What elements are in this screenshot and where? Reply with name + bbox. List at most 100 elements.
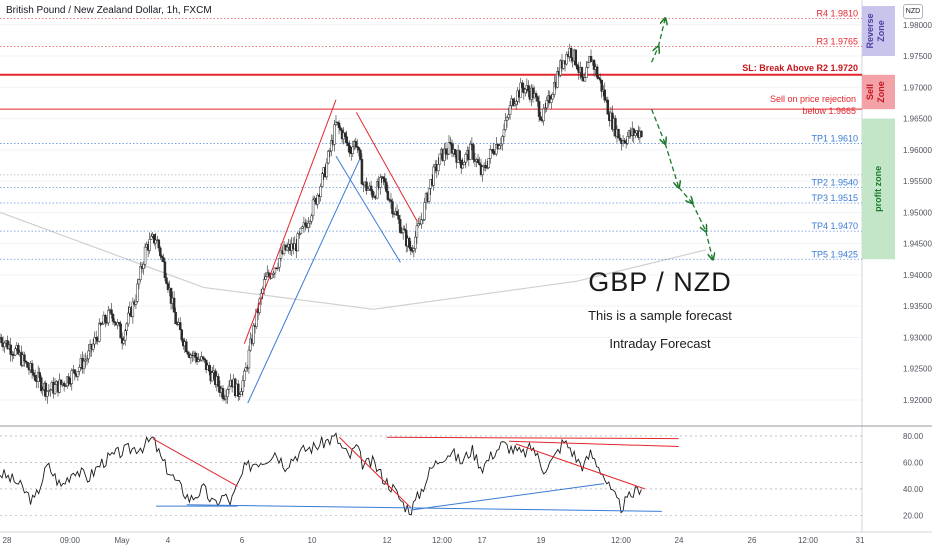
candle-body [531,87,535,99]
candle-body [449,142,452,144]
candle-body [521,82,524,89]
level-label: TP4 1.9470 [811,221,858,231]
candle-body [125,323,129,331]
candle-body [197,359,200,362]
candle-body [47,390,51,392]
candle-body [49,389,52,391]
candle-body [134,301,138,305]
osc-trendline-0 [152,438,238,487]
candle-body [545,100,548,109]
candle-body [301,226,304,229]
candle-body [463,161,466,166]
currency-badge[interactable]: NZD [903,4,923,19]
time-tick-label: 09:00 [60,536,81,545]
candle-body [113,321,116,323]
candle-body [334,121,338,125]
candle-body [632,128,636,136]
candle-body [565,54,568,65]
candle-body [427,188,431,202]
osc-tick-label: 20.00 [903,511,924,520]
sell-label: below 1.9665 [802,106,856,116]
candle-body [562,60,565,69]
candle-body [504,120,507,130]
candle-body [585,67,588,78]
candle-body [437,164,440,172]
candle-body [365,181,368,191]
candle-body [634,132,637,136]
candle-body [375,181,379,199]
candle-body [304,222,307,226]
candle-body [498,145,501,150]
candle-body [382,176,385,179]
candle-body [319,186,322,197]
candle-body [110,309,113,315]
candle-body [122,339,125,344]
time-tick-label: 24 [675,536,684,545]
price-tick-label: 1.94000 [903,271,932,280]
candles [0,43,643,404]
candle-body [395,211,399,216]
candle-body [186,351,190,355]
time-tick-label: 12 [383,536,392,545]
candle-body [270,273,274,279]
price-tick-label: 1.92000 [903,396,932,405]
candle-body [325,162,329,178]
candle-body [453,149,457,155]
candle-body [84,359,87,362]
price-tick-label: 1.96500 [903,115,932,124]
osc-trendline-4 [509,440,679,448]
candle-body [227,385,231,390]
time-tick-label: 19 [537,536,546,545]
candle-body [403,228,406,231]
candle-body [139,265,142,280]
symbol-title: British Pound / New Zealand Dollar, 1h, … [6,5,212,16]
candle-body [58,379,61,393]
candle-body [111,314,115,322]
candle-body [91,343,95,350]
zone-label: Reverse [865,13,875,48]
candle-body [94,337,98,339]
candle-body [143,246,147,265]
candle-body [279,250,283,259]
candle-body [614,118,617,137]
candle-body [333,124,336,145]
candle-body [343,132,347,137]
time-tick-label: 28 [3,536,12,545]
candle-body [595,66,599,78]
candle-body [414,236,417,249]
candle-body [82,360,86,370]
candle-body [169,287,173,304]
level-label: R3 1.9765 [816,37,858,47]
candle-body [469,143,472,160]
candle-body [64,385,67,387]
sell-label: Sell on price rejection [770,94,856,104]
candle-body [238,394,242,397]
candle-body [484,165,487,169]
candle-body [185,341,188,353]
candle-body [98,322,101,342]
candle-body [357,147,361,151]
candle-body [472,144,475,160]
candle-body [623,140,626,143]
candle-body [423,202,426,220]
candle-body [553,82,556,95]
candle-body [44,382,48,397]
candle-body [534,93,538,97]
candle-body [447,142,451,155]
candle-body [598,78,602,81]
level-label: R4 1.9810 [816,9,858,19]
candle-body [299,227,303,234]
candle-body [386,191,390,200]
candle-body [514,101,518,105]
price-trendline-0 [243,99,337,344]
candle-body [470,143,474,146]
candle-body [640,130,643,137]
candle-body [194,352,197,358]
price-tick-label: 1.95500 [903,177,932,186]
osc-tick-label: 40.00 [903,485,924,494]
candle-body [0,337,3,344]
candle-body [224,396,228,400]
candle-body [272,272,275,275]
forecast-up-arrow [650,47,659,63]
